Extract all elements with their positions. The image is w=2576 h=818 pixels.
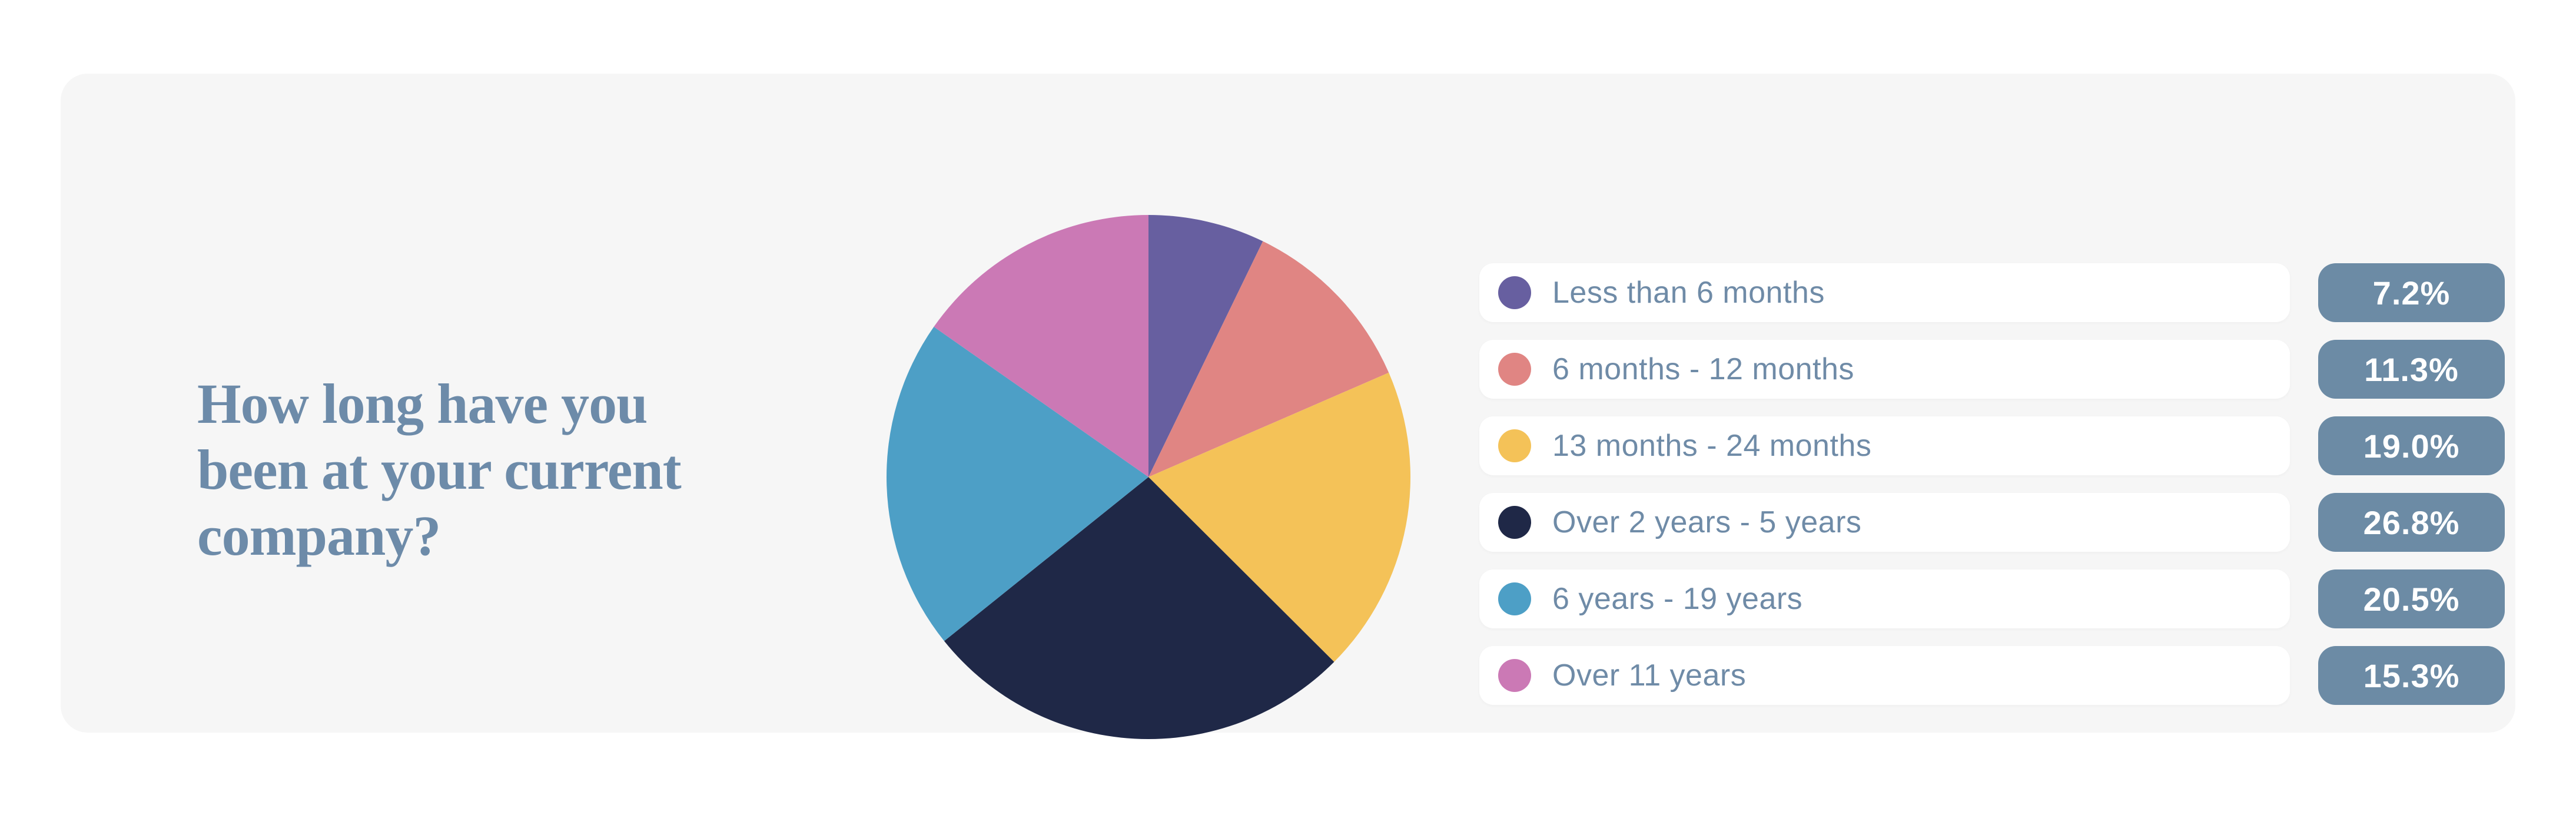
pie-slice-5 xyxy=(934,215,1148,477)
legend-color-dot-icon xyxy=(1498,353,1531,386)
legend-label: Over 11 years xyxy=(1552,658,1747,693)
infographic-card: How long have you been at your current c… xyxy=(61,74,2515,739)
legend-color-dot-icon xyxy=(1498,659,1531,692)
legend-row: Over 2 years - 5 years 26.8% xyxy=(1479,493,2505,552)
legend-value-badge: 26.8% xyxy=(2318,493,2505,552)
legend-row: 13 months - 24 months 19.0% xyxy=(1479,416,2505,475)
legend-pill: Less than 6 months xyxy=(1479,263,2290,322)
chart-title: How long have you been at your current c… xyxy=(197,372,682,567)
legend-color-dot-icon xyxy=(1498,582,1531,615)
legend-pill: 13 months - 24 months xyxy=(1479,416,2290,475)
legend-label: 13 months - 24 months xyxy=(1552,429,1872,463)
legend-row: 6 years - 19 years 20.5% xyxy=(1479,569,2505,628)
legend-label: 6 years - 19 years xyxy=(1552,582,1803,616)
legend-row: Less than 6 months 7.2% xyxy=(1479,263,2505,322)
legend-color-dot-icon xyxy=(1498,276,1531,309)
pie-chart xyxy=(887,215,1410,739)
pie-slice-0 xyxy=(1148,215,1263,477)
legend-row: Over 11 years 15.3% xyxy=(1479,646,2505,705)
legend-color-dot-icon xyxy=(1498,429,1531,462)
legend-value-badge: 11.3% xyxy=(2318,340,2505,399)
pie-chart-svg xyxy=(887,215,1410,739)
legend-pill: Over 11 years xyxy=(1479,646,2290,705)
legend-value-badge: 19.0% xyxy=(2318,416,2505,475)
legend-row: 6 months - 12 months 11.3% xyxy=(1479,340,2505,399)
pie-slice-1 xyxy=(1148,241,1389,477)
legend-value-badge: 15.3% xyxy=(2318,646,2505,705)
legend-label: 6 months - 12 months xyxy=(1552,352,1854,386)
pie-slice-4 xyxy=(887,326,1148,641)
legend-pill: Over 2 years - 5 years xyxy=(1479,493,2290,552)
legend-label: Less than 6 months xyxy=(1552,276,1825,310)
legend-value-badge: 7.2% xyxy=(2318,263,2505,322)
pie-slice-3 xyxy=(944,477,1335,739)
legend: Less than 6 months 7.2% 6 months - 12 mo… xyxy=(1479,263,2505,705)
pie-slice-2 xyxy=(1148,372,1410,662)
legend-pill: 6 months - 12 months xyxy=(1479,340,2290,399)
legend-pill: 6 years - 19 years xyxy=(1479,569,2290,628)
legend-color-dot-icon xyxy=(1498,506,1531,539)
legend-value-badge: 20.5% xyxy=(2318,569,2505,628)
legend-label: Over 2 years - 5 years xyxy=(1552,505,1862,539)
